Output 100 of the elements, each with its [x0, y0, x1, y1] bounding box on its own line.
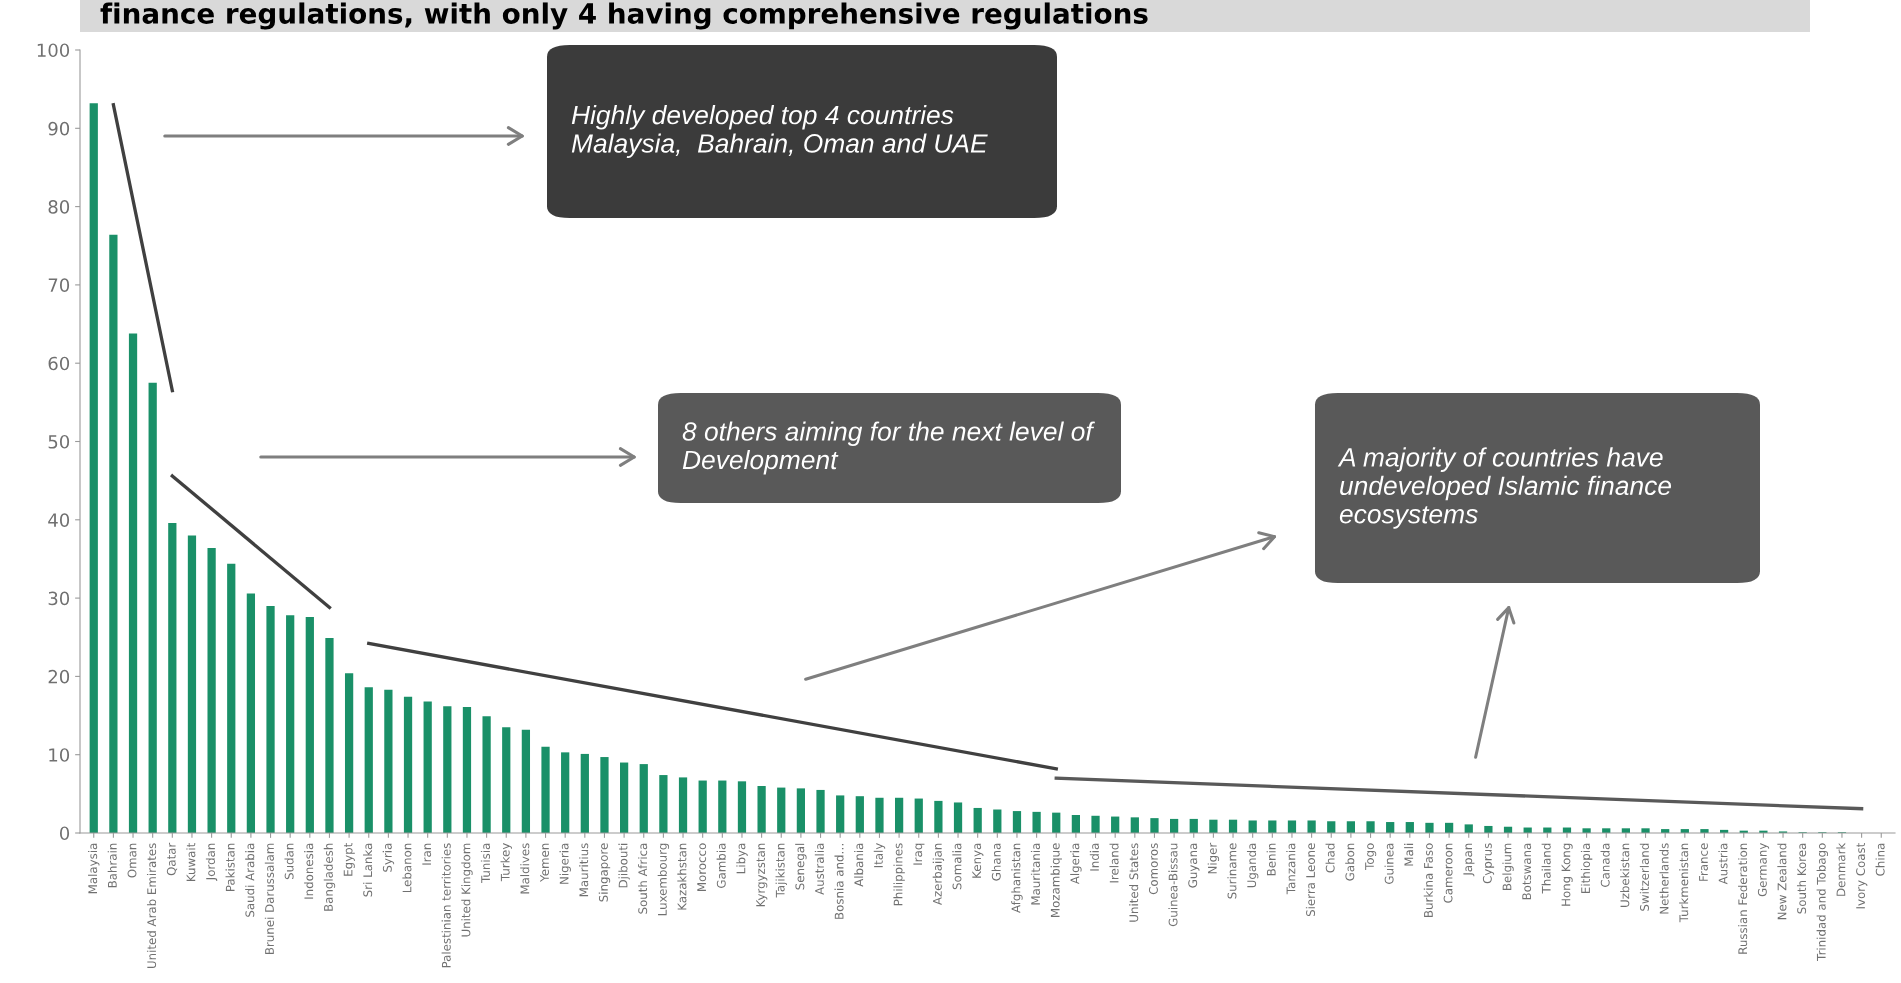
x-tick-label: Togo [1365, 843, 1377, 870]
x-tick-label: Austria [1718, 843, 1728, 885]
x-tick-label: Saudi Arabia [245, 843, 255, 917]
x-tick-label: Azerbaijan [932, 843, 945, 906]
x-tick-label: Ivory Coast [1856, 843, 1868, 909]
x-tick-label: Albania [854, 843, 864, 887]
x-tick-label: Brunei Darussalam [264, 843, 274, 954]
x-tick-label: India [1089, 843, 1099, 871]
x-tick-label: Gambia [716, 843, 726, 888]
x-tick-label: Tanzania [1286, 843, 1296, 895]
x-tick-label: United Arab Emirates [146, 843, 157, 969]
x-tick-label: Trinidad and Tobago [1816, 843, 1829, 961]
x-tick-label: Benin [1266, 843, 1276, 876]
x-tick-label: Senegal [795, 843, 807, 890]
x-tick-label: Bahrain [107, 843, 117, 888]
x-tick-label: Indonesia [304, 843, 314, 899]
x-tick-label: South Korea [1796, 843, 1807, 914]
x-tick-label: Malaysia [88, 843, 100, 894]
chart-title: finance regulations, with only 4 having comprehensive regulations [100, 2, 1148, 30]
x-tick-label: Cameroon [1443, 843, 1453, 903]
annotation: 8 others aiming for the next level of Development [682, 421, 1095, 475]
x-tick-label: Belgium [1502, 843, 1514, 890]
x-tick-label: Bangladesh [323, 843, 336, 911]
x-tick-label: Tunisia [480, 843, 491, 884]
x-tick-label: Nigeria [559, 843, 571, 884]
x-tick-label: Burkina Faso [1423, 843, 1433, 917]
x-tick-label: Eithiopia [1580, 843, 1593, 893]
x-tick-label: Somalia [952, 843, 962, 890]
x-tick-label: Germany [1757, 843, 1770, 897]
x-tick-label: Algeria [1070, 843, 1082, 885]
x-tick-label: Ireland [1109, 843, 1119, 883]
x-tick-label: New Zealand [1777, 843, 1787, 920]
x-tick-label: Guyana [1188, 843, 1200, 888]
annotation: Highly developed top 4 countries Malaysia, Bahrain, Oman and UAE [571, 104, 988, 159]
y-tick-label: 10 [49, 748, 70, 762]
x-tick-label: United States [1129, 843, 1139, 922]
x-tick-label: Iran [422, 843, 432, 865]
x-tick-label: Mozambique [1050, 843, 1062, 917]
x-tick-label: Cyprus [1482, 843, 1495, 884]
x-tick-label: Palestinian territories [441, 843, 451, 968]
x-tick-label: China [1875, 843, 1885, 876]
x-tick-label: Denmark [1836, 842, 1846, 896]
x-tick-label: Switzerland [1639, 843, 1649, 911]
x-tick-label: Afghanistan [1011, 843, 1023, 913]
y-tick-label: 100 [37, 43, 70, 58]
x-tick-label: Libya [736, 843, 748, 874]
x-tick-label: Australia [814, 843, 824, 895]
x-tick-label: Guinea-Bissau [1168, 843, 1178, 927]
x-tick-label: Comoros [1148, 843, 1158, 895]
x-tick-label: Djibouti [618, 843, 630, 888]
x-tick-label: Bosnia and… [834, 844, 844, 919]
y-tick-label: 70 [48, 278, 70, 293]
x-tick-label: Tajikistan [775, 843, 787, 898]
x-tick-label: Yemen [540, 843, 549, 882]
x-tick-label: Thailand [1541, 843, 1551, 894]
x-tick-label: Botswana [1522, 843, 1532, 900]
annotation: A majority of countries have undeveloped Islamic finance ecosystems [1337, 447, 1672, 529]
y-tick-label: 50 [48, 434, 70, 449]
x-tick-label: Guinea [1384, 843, 1394, 884]
x-tick-label: Netherlands [1659, 843, 1669, 914]
x-tick-label: Canada [1600, 843, 1610, 887]
x-tick-label: Hong Kong [1561, 843, 1573, 906]
x-tick-label: Egypt [343, 843, 355, 876]
x-tick-label: Uzbekistan [1620, 843, 1630, 907]
x-tick-label: Syria [382, 843, 395, 872]
x-tick-label: Qatar [166, 842, 178, 876]
y-tick-label: 30 [48, 591, 70, 606]
x-tick-label: Kazakhstan [677, 843, 687, 910]
x-tick-label: United Kingdom [461, 843, 473, 937]
x-tick-label: Iraq [913, 843, 925, 865]
x-tick-label: Sierra Leone [1305, 843, 1316, 917]
x-tick-label: Kenya [972, 843, 984, 878]
y-tick-label: 80 [48, 200, 70, 214]
x-tick-label: Oman [127, 843, 137, 878]
x-tick-label: Jordan [205, 843, 218, 881]
x-tick-label: Japan [1463, 843, 1475, 877]
x-tick-label: South Africa [638, 843, 648, 914]
y-tick-label: 0 [59, 826, 70, 841]
x-tick-label: Mauritius [579, 843, 589, 897]
x-tick-label: Italy [873, 843, 886, 868]
x-tick-label: Chad [1325, 843, 1335, 873]
x-tick-label: Russian Federation [1738, 843, 1748, 954]
x-tick-label: Suriname [1227, 843, 1237, 899]
x-tick-label: Philippines [893, 843, 905, 906]
x-tick-label: Kyrgyzstan [756, 843, 768, 907]
y-tick-label: 40 [48, 513, 70, 527]
x-tick-label: Luxembourg [657, 843, 670, 916]
y-tick-label: 90 [48, 121, 70, 136]
x-tick-label: Mauritania [1030, 843, 1041, 905]
x-tick-label: Lebanon [402, 843, 412, 893]
y-tick-label: 20 [48, 669, 70, 684]
x-tick-label: Sri Lanka [363, 843, 373, 897]
x-tick-label: Kuwait [186, 843, 196, 881]
x-tick-label: Singapore [598, 843, 611, 902]
x-tick-label: Sudan [284, 843, 294, 880]
y-tick-label: 60 [48, 356, 70, 371]
x-tick-label: Maldives [520, 843, 530, 894]
x-tick-label: Ghana [991, 843, 1001, 881]
x-tick-label: Morocco [697, 843, 707, 891]
x-tick-label: France [1699, 843, 1708, 881]
